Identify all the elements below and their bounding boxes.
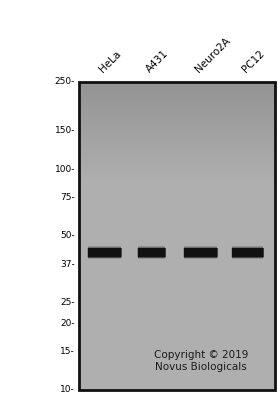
Bar [88, 246, 121, 260]
FancyBboxPatch shape [88, 248, 122, 257]
Bar [184, 247, 217, 258]
Bar [138, 246, 165, 260]
Text: 150-: 150- [54, 126, 75, 135]
Text: 75-: 75- [60, 193, 75, 202]
Text: 37-: 37- [60, 260, 75, 269]
Text: A431: A431 [145, 48, 171, 74]
FancyBboxPatch shape [232, 248, 264, 257]
FancyBboxPatch shape [184, 248, 218, 257]
Text: PC12: PC12 [241, 48, 267, 74]
Text: 15-: 15- [60, 347, 75, 356]
Bar [138, 247, 165, 258]
Text: 10-: 10- [60, 386, 75, 394]
Text: 250-: 250- [55, 78, 75, 86]
Bar [232, 247, 264, 258]
Bar [79, 82, 275, 390]
Bar [184, 246, 217, 260]
Text: Neuro2A: Neuro2A [194, 35, 233, 74]
Text: 100-: 100- [54, 165, 75, 174]
Text: 50-: 50- [60, 232, 75, 240]
Bar [232, 246, 264, 260]
Text: Copyright © 2019
Novus Biologicals: Copyright © 2019 Novus Biologicals [153, 350, 248, 372]
FancyBboxPatch shape [138, 248, 166, 257]
Text: HeLa: HeLa [98, 48, 123, 74]
Text: 25-: 25- [60, 298, 75, 307]
Text: 20-: 20- [60, 319, 75, 328]
Bar [88, 247, 121, 258]
